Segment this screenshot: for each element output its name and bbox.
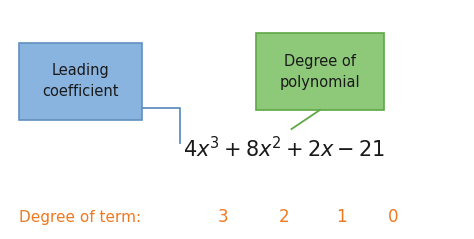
Text: 1: 1 — [336, 208, 346, 227]
FancyBboxPatch shape — [256, 33, 384, 110]
Text: Degree of
polynomial: Degree of polynomial — [280, 54, 360, 90]
FancyBboxPatch shape — [19, 43, 142, 120]
Text: Degree of term:: Degree of term: — [19, 210, 141, 225]
Text: 2: 2 — [279, 208, 290, 227]
Text: 0: 0 — [388, 208, 399, 227]
Text: $4x^3 + 8x^2 + 2x - 21$: $4x^3 + 8x^2 + 2x - 21$ — [183, 136, 385, 161]
Text: 3: 3 — [218, 208, 228, 227]
Text: Leading
coefficient: Leading coefficient — [42, 63, 119, 99]
